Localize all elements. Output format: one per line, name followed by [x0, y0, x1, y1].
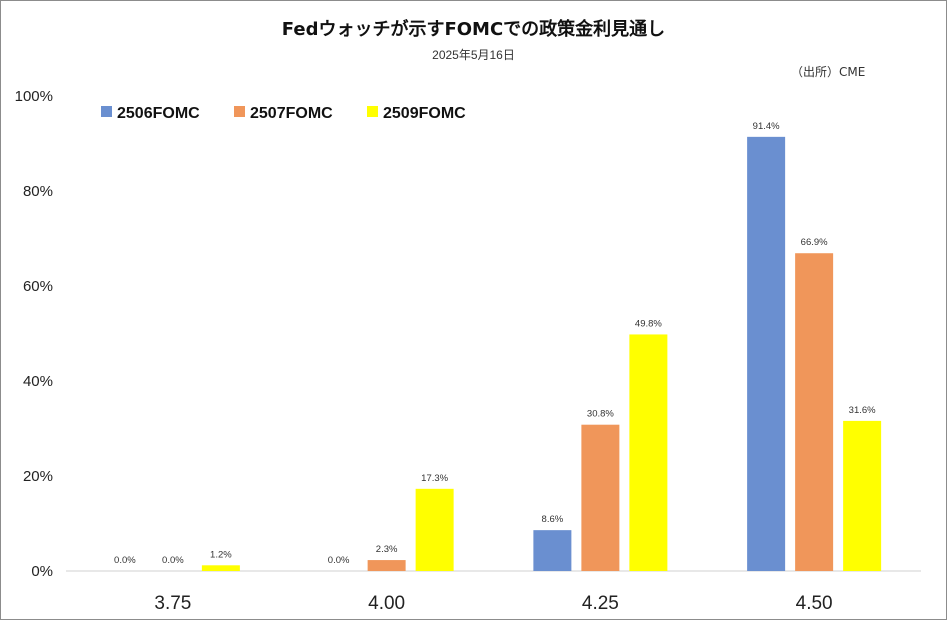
source-note: （出所）CME — [791, 65, 866, 79]
y-tick-label: 40% — [23, 373, 53, 390]
data-label: 30.8% — [587, 409, 614, 420]
data-label: 31.6% — [849, 405, 876, 416]
bar-2509FOMC-4.00 — [415, 488, 454, 571]
bar-2509FOMC-3.75 — [201, 565, 240, 571]
bar-2507FOMC-4.00 — [367, 560, 406, 571]
data-label: 91.4% — [753, 121, 780, 132]
data-label: 2.3% — [376, 544, 398, 555]
x-category-label: 4.50 — [796, 593, 833, 614]
chart-subtitle: 2025年5月16日 — [432, 48, 515, 62]
data-label: 17.3% — [421, 473, 448, 484]
bar-2507FOMC-4.25 — [581, 424, 620, 571]
y-tick-label: 20% — [23, 468, 53, 485]
legend-label: 2506FOMC — [117, 105, 200, 122]
legend-swatch — [367, 106, 378, 117]
y-tick-label: 80% — [23, 183, 53, 200]
data-label: 0.0% — [328, 555, 350, 566]
bar-2509FOMC-4.50 — [843, 420, 882, 571]
data-label: 66.9% — [801, 237, 828, 248]
legend-label: 2509FOMC — [383, 105, 466, 122]
bar-2506FOMC-4.25 — [533, 530, 572, 571]
y-tick-label: 100% — [15, 88, 53, 105]
legend-label: 2507FOMC — [250, 105, 333, 122]
legend-swatch — [101, 106, 112, 117]
bar-2507FOMC-4.50 — [795, 253, 834, 571]
chart-title: Fedウォッチが示すFOMCでの政策金利見通し — [281, 19, 666, 40]
bar-2509FOMC-4.25 — [629, 334, 668, 571]
y-tick-label: 0% — [31, 563, 53, 580]
x-category-label: 3.75 — [154, 593, 191, 614]
data-label: 49.8% — [635, 318, 662, 329]
x-category-label: 4.25 — [582, 593, 619, 614]
data-label: 0.0% — [162, 555, 184, 566]
bar-2506FOMC-4.50 — [747, 136, 786, 571]
data-label: 0.0% — [114, 555, 136, 566]
y-tick-label: 60% — [23, 278, 53, 295]
legend-swatch — [234, 106, 245, 117]
data-label: 8.6% — [542, 514, 564, 525]
data-label: 1.2% — [210, 549, 232, 560]
x-category-label: 4.00 — [368, 593, 405, 614]
